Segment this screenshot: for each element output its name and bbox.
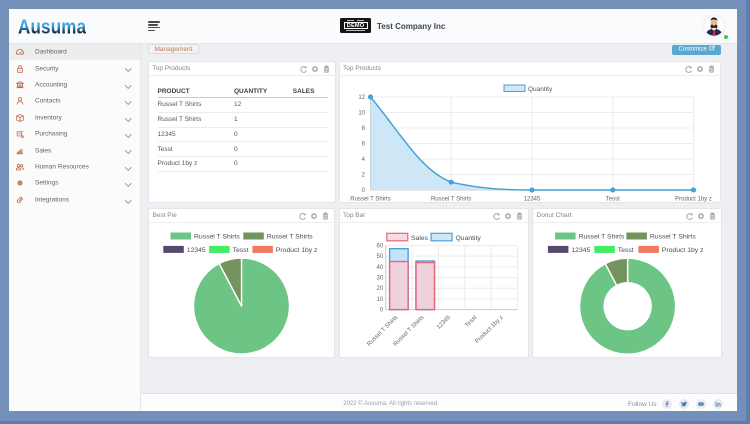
svg-text:Product 1by z: Product 1by z [675, 197, 712, 203]
svg-text:Russel T Shirts: Russel T Shirts [650, 234, 696, 241]
svg-text:Tesst: Tesst [605, 197, 619, 203]
svg-text:12345: 12345 [187, 247, 206, 254]
svg-text:Tesst: Tesst [618, 247, 634, 254]
svg-text:Russel T Shirts: Russel T Shirts [267, 234, 313, 241]
svg-text:20: 20 [376, 286, 383, 292]
svg-text:Quantity: Quantity [455, 235, 481, 242]
svg-text:12: 12 [358, 95, 365, 101]
svg-text:Russel T Shirts: Russel T Shirts [579, 234, 625, 241]
svg-text:12345: 12345 [571, 247, 590, 254]
svg-text:Quantity: Quantity [528, 86, 553, 93]
svg-text:50: 50 [376, 254, 383, 260]
svg-text:2: 2 [361, 173, 365, 179]
svg-text:4: 4 [361, 157, 365, 163]
svg-text:Product 1by z: Product 1by z [276, 247, 318, 254]
svg-text:Product 1by z: Product 1by z [662, 247, 704, 254]
svg-text:12345: 12345 [523, 197, 540, 203]
svg-text:60: 60 [376, 244, 383, 250]
svg-text:Russel T Shirts: Russel T Shirts [430, 197, 470, 203]
svg-text:12345: 12345 [435, 314, 452, 331]
svg-text:30: 30 [376, 276, 383, 282]
svg-text:6: 6 [361, 142, 365, 148]
svg-text:10: 10 [376, 297, 383, 303]
svg-text:Sales: Sales [411, 235, 429, 242]
svg-text:Tesst: Tesst [464, 315, 478, 329]
svg-text:Russel T Shirts: Russel T Shirts [350, 197, 390, 203]
svg-text:8: 8 [361, 126, 365, 132]
svg-text:0: 0 [379, 308, 383, 314]
svg-text:Tesst: Tesst [233, 247, 249, 254]
svg-text:40: 40 [376, 265, 383, 271]
svg-text:Russel T Shirts: Russel T Shirts [194, 234, 240, 241]
svg-text:Product 1by z: Product 1by z [474, 315, 504, 345]
svg-text:0: 0 [361, 188, 365, 194]
svg-text:10: 10 [358, 111, 365, 117]
